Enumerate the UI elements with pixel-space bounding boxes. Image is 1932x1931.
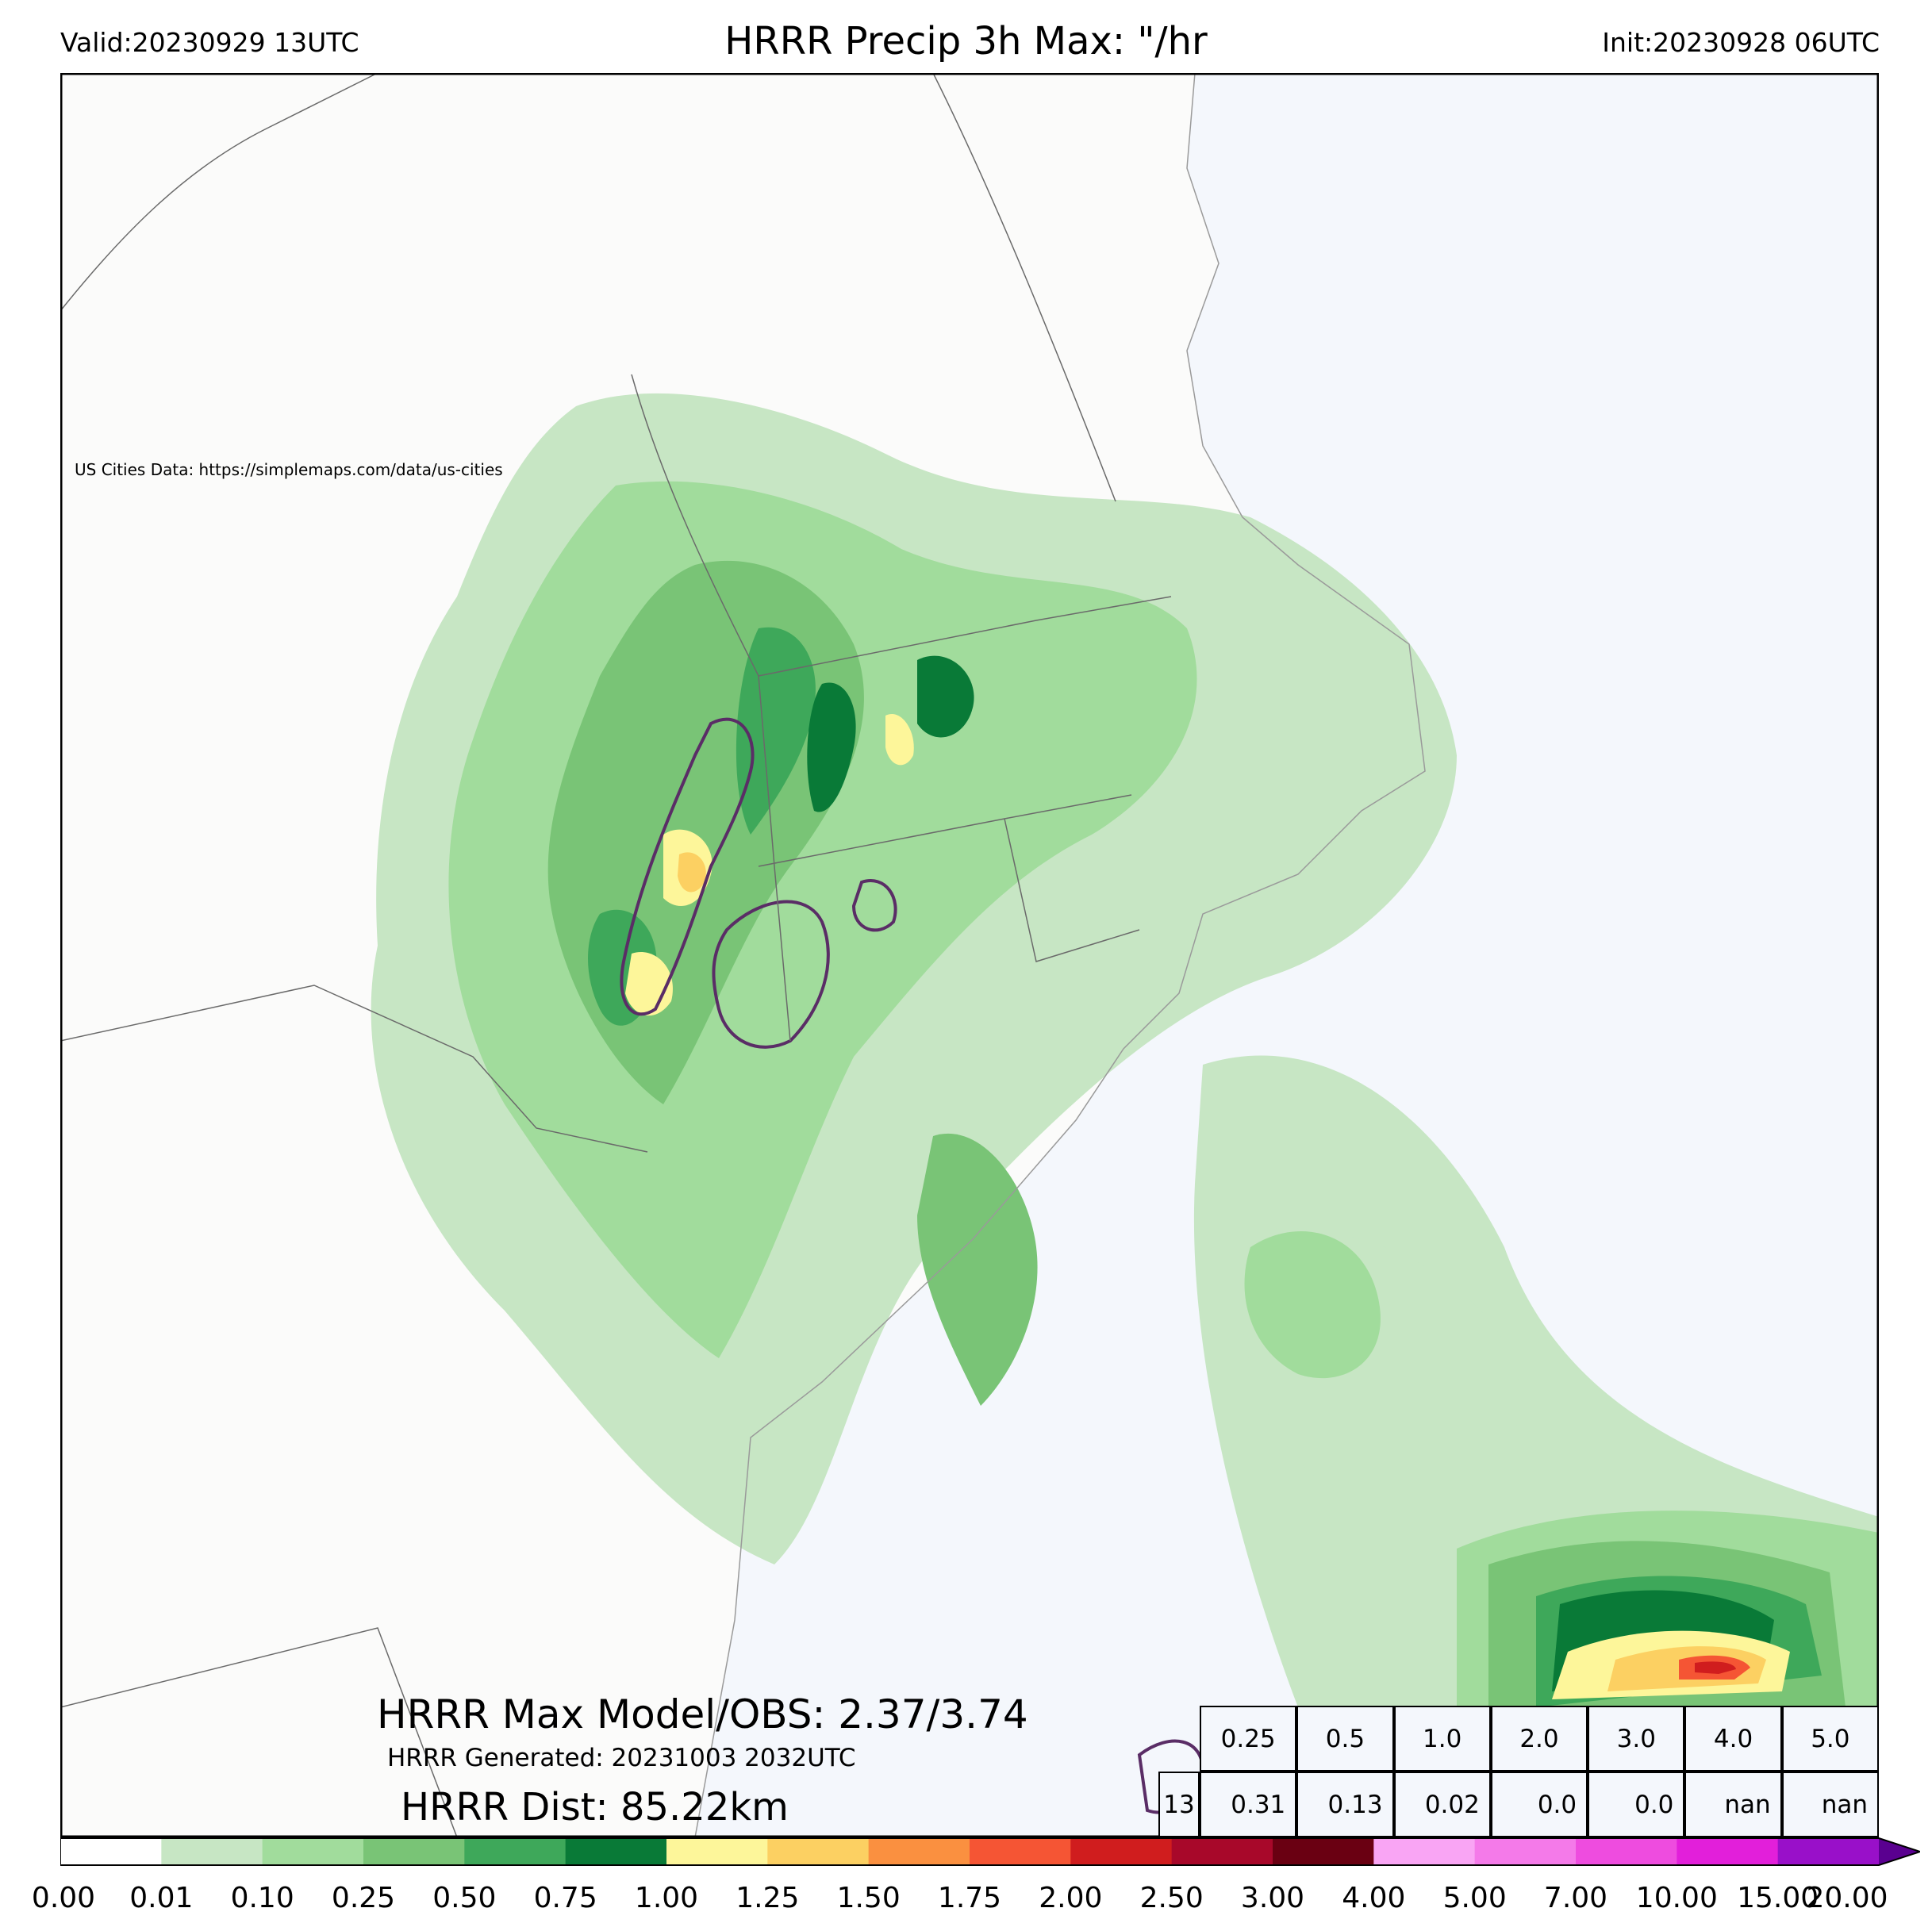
value-cell: nan bbox=[1781, 1772, 1879, 1837]
colorbar-segment bbox=[60, 1838, 162, 1865]
colorbar-tick-label: 2.00 bbox=[1039, 1882, 1103, 1914]
init-time-label: Init:20230928 06UTC bbox=[1602, 27, 1880, 58]
threshold-cell: 0.25 bbox=[1200, 1706, 1297, 1772]
threshold-cell: 1.0 bbox=[1393, 1706, 1491, 1772]
colorbar-segment bbox=[1070, 1838, 1173, 1865]
colorbar-segment bbox=[1777, 1838, 1880, 1865]
colorbar-segment bbox=[363, 1838, 465, 1865]
colorbar-tick-label: 1.75 bbox=[937, 1882, 1002, 1914]
precip-map bbox=[60, 73, 1879, 1837]
value-cell: 0.13 bbox=[1296, 1772, 1394, 1837]
colorbar-tick-label: 0.75 bbox=[533, 1882, 597, 1914]
chart-title: HRRR Precip 3h Max: "/hr bbox=[724, 19, 1208, 63]
colorbar-tick-label: 5.00 bbox=[1442, 1882, 1507, 1914]
colorbar-tick-label: 0.00 bbox=[31, 1882, 96, 1914]
colorbar-extend-arrow bbox=[1879, 1838, 1920, 1865]
colorbar-tick-label: 2.50 bbox=[1139, 1882, 1204, 1914]
colorbar-segment bbox=[1677, 1838, 1779, 1865]
threshold-cell: 0.5 bbox=[1296, 1706, 1394, 1772]
value-cell: 0.0 bbox=[1490, 1772, 1588, 1837]
colorbar-segment bbox=[1273, 1838, 1374, 1865]
colorbar-segment bbox=[1474, 1838, 1577, 1865]
value-cell: nan bbox=[1684, 1772, 1782, 1837]
precip-field bbox=[371, 393, 1879, 1707]
colorbar-tick-label: 20.00 bbox=[1806, 1882, 1888, 1914]
valid-time-label: Valid:20230929 13UTC bbox=[60, 27, 359, 58]
colorbar-tick-label: 15.00 bbox=[1737, 1882, 1819, 1914]
stats-table: 0.25 0.5 1.0 2.0 3.0 4.0 5.0 0.31 0.13 0.02 0.0 0.0… bbox=[1158, 1706, 1879, 1837]
coastline bbox=[694, 73, 1426, 1837]
colorbar-tick-label: 3.00 bbox=[1240, 1882, 1305, 1914]
distance-label: HRRR Dist: 85.22km bbox=[401, 1785, 789, 1829]
generated-label: HRRR Generated: 20231003 2032UTC bbox=[387, 1744, 856, 1772]
data-credit-label: US Cities Data: https://simplemaps.com/d… bbox=[75, 460, 503, 479]
colorbar-segment bbox=[1373, 1838, 1476, 1865]
colorbar-tick-label: 0.25 bbox=[331, 1882, 396, 1914]
colorbar-tick-label: 7.00 bbox=[1543, 1882, 1608, 1914]
boundaries bbox=[60, 73, 1172, 1837]
threshold-cell: 3.0 bbox=[1588, 1706, 1685, 1772]
threshold-cell: 2.0 bbox=[1490, 1706, 1588, 1772]
colorbar-tick-label: 10.00 bbox=[1635, 1882, 1718, 1914]
value-cell: 0.31 bbox=[1200, 1772, 1297, 1837]
value-cell: 0.0 bbox=[1588, 1772, 1685, 1837]
colorbar-segment bbox=[262, 1838, 364, 1865]
value-cell: 0.02 bbox=[1393, 1772, 1491, 1837]
colorbar-tick-label: 0.01 bbox=[129, 1882, 194, 1914]
colorbar-segment bbox=[970, 1838, 1071, 1865]
colorbar-segment bbox=[767, 1838, 870, 1865]
colorbar-segment bbox=[565, 1838, 667, 1865]
colorbar bbox=[60, 1837, 1920, 1866]
colorbar-segment bbox=[464, 1838, 567, 1865]
colorbar-tick-label: 1.50 bbox=[836, 1882, 901, 1914]
colorbar-outline bbox=[60, 1837, 1920, 1866]
threshold-cell: 4.0 bbox=[1684, 1706, 1782, 1772]
colorbar-segment bbox=[1576, 1838, 1677, 1865]
colorbar-tick-label: 0.50 bbox=[432, 1882, 497, 1914]
colorbar-tick-label: 1.25 bbox=[736, 1882, 800, 1914]
colorbar-segment bbox=[868, 1838, 970, 1865]
colorbar-segment bbox=[666, 1838, 768, 1865]
threshold-cell: 5.0 bbox=[1781, 1706, 1879, 1772]
colorbar-segment bbox=[161, 1838, 263, 1865]
colorbar-tick-label: 4.00 bbox=[1342, 1882, 1406, 1914]
max-model-obs-label: HRRR Max Model/OBS: 2.37/3.74 bbox=[377, 1691, 1028, 1737]
row-label: 13 bbox=[1158, 1772, 1200, 1837]
colorbar-segment bbox=[1171, 1838, 1273, 1865]
colorbar-tick-label: 1.00 bbox=[634, 1882, 699, 1914]
colorbar-tick-label: 0.10 bbox=[230, 1882, 294, 1914]
